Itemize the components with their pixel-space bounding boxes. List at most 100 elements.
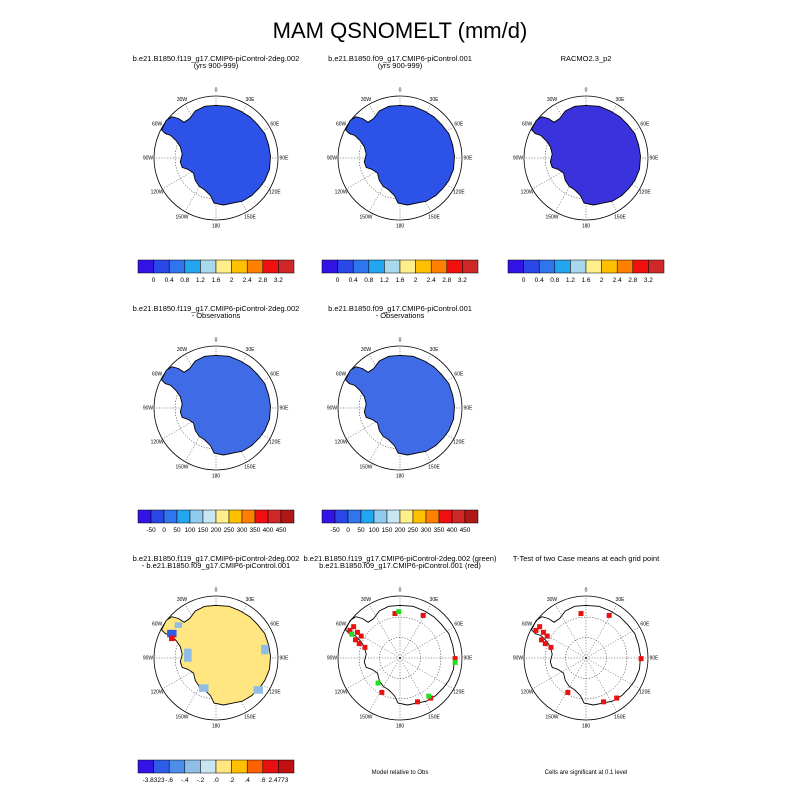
colorbar-label: 0 bbox=[346, 527, 350, 534]
lon-tick-label: 180 bbox=[582, 224, 591, 230]
colorbar-label: 300 bbox=[237, 527, 248, 534]
panel-title-line: b.e21.B1850.f09_g17.CMIP6-piControl.001 bbox=[328, 304, 472, 313]
colorbar-swatch bbox=[228, 509, 243, 524]
lon-tick-label: 0 bbox=[215, 588, 218, 594]
panel-title-line: (yrs 900-999) bbox=[378, 61, 423, 70]
colorbar-label: 0 bbox=[152, 277, 156, 284]
lon-tick-label: 90E bbox=[464, 656, 474, 662]
panel-title-line: (yrs 900-999) bbox=[194, 61, 239, 70]
antarctica-outline bbox=[344, 604, 455, 706]
lon-tick-label: 90W bbox=[327, 156, 338, 162]
colorbar-swatch bbox=[585, 259, 602, 274]
colorbar-label: -.6 bbox=[165, 777, 173, 784]
meridian-line bbox=[585, 657, 618, 712]
colorbar-label: 3.2 bbox=[644, 277, 653, 284]
antarctica-filled bbox=[344, 354, 455, 456]
lon-tick-label: 0 bbox=[399, 338, 402, 344]
lon-tick-label: 120E bbox=[453, 690, 465, 696]
meridian-line bbox=[162, 657, 217, 690]
colorbar-label: 350 bbox=[434, 527, 445, 534]
panel-note: Cells are significant at 0.1 level bbox=[545, 770, 628, 776]
lon-tick-label: 30E bbox=[616, 97, 626, 103]
colorbar-swatch bbox=[373, 509, 388, 524]
lon-tick-label: 30W bbox=[177, 347, 188, 353]
colorbar-label: 2 bbox=[230, 277, 234, 284]
lon-tick-label: 150E bbox=[614, 715, 626, 721]
panel-title-line: - b.e21.B1850.f09_g17.CMIP6-piControl.00… bbox=[142, 561, 290, 570]
colorbar-label: 3.2 bbox=[458, 277, 467, 284]
lon-tick-label: 60W bbox=[336, 372, 347, 378]
colorbar-label: .0 bbox=[213, 777, 219, 784]
lon-tick-label: 0 bbox=[215, 88, 218, 94]
colorbar-swatch bbox=[262, 259, 279, 274]
lon-tick-label: 120W bbox=[335, 690, 348, 696]
colorbar-label: 0.4 bbox=[165, 277, 174, 284]
lon-tick-label: 120E bbox=[639, 690, 651, 696]
diff-cell bbox=[184, 648, 192, 662]
colorbar-swatch bbox=[150, 509, 165, 524]
lon-tick-label: 180 bbox=[396, 224, 405, 230]
colorbar-swatch bbox=[184, 259, 201, 274]
lon-tick-label: 150E bbox=[428, 465, 440, 471]
panel-title-line: b.e21.B1850.f119_g17.CMIP6-piControl-2de… bbox=[304, 554, 497, 563]
sig-cell-red bbox=[614, 695, 620, 701]
figure-title: MAM QSNOMELT (mm/d) bbox=[273, 18, 528, 43]
panel-note: Model relative to Obs bbox=[372, 770, 429, 776]
map-panel-r1c2: b.e21.B1850.f09_g17.CMIP6-piControl.001(… bbox=[321, 54, 479, 284]
sig-cell-red bbox=[578, 611, 584, 617]
lon-tick-label: 30W bbox=[177, 97, 188, 103]
colorbar-label: 400 bbox=[447, 527, 458, 534]
colorbar-label: 0.8 bbox=[180, 277, 189, 284]
sig-cell-red bbox=[347, 627, 353, 633]
sig-cell-red bbox=[420, 612, 426, 618]
colorbar-swatch bbox=[384, 259, 401, 274]
colorbar-label: 0.8 bbox=[364, 277, 373, 284]
colorbar-swatch bbox=[215, 509, 230, 524]
meridian-line bbox=[162, 407, 217, 440]
colorbar-swatch bbox=[451, 509, 466, 524]
lon-tick-label: 60W bbox=[152, 122, 163, 128]
lon-tick-label: 120W bbox=[335, 440, 348, 446]
colorbar-swatch bbox=[386, 509, 401, 524]
colorbar-swatch bbox=[507, 259, 524, 274]
colorbar-label: 0.4 bbox=[535, 277, 544, 284]
lon-tick-label: 60E bbox=[270, 622, 280, 628]
sig-cell-red bbox=[533, 627, 539, 633]
colorbar-label: 1.2 bbox=[566, 277, 575, 284]
colorbar-swatch bbox=[168, 259, 186, 274]
colorbar-swatch bbox=[278, 759, 295, 774]
map-panel-r1c3: RACMO2.3_p2 0 30E 60E 90E 120E 150E 180 150W 120W… bbox=[507, 54, 665, 284]
sig-cell-green bbox=[375, 680, 381, 686]
lon-tick-label: 90E bbox=[464, 156, 474, 162]
panel-title-line: b.e21.B1850.f119_g17.CMIP6-piControl-2de… bbox=[133, 54, 300, 63]
sig-cell-red bbox=[601, 699, 607, 705]
lon-tick-label: 0 bbox=[585, 588, 588, 594]
sig-cell-red bbox=[351, 624, 357, 630]
lon-tick-label: 60W bbox=[152, 372, 163, 378]
lon-tick-label: 150W bbox=[545, 715, 558, 721]
colorbar-label: 1.2 bbox=[380, 277, 389, 284]
panel-title-line: - Observations bbox=[192, 311, 241, 320]
colorbar-label: 350 bbox=[250, 527, 261, 534]
lon-tick-label: 150E bbox=[428, 215, 440, 221]
lon-tick-label: 90W bbox=[513, 656, 524, 662]
colorbar-swatch bbox=[163, 509, 178, 524]
colorbar-swatch bbox=[347, 509, 362, 524]
lon-tick-label: 60W bbox=[522, 122, 533, 128]
lon-tick-label: 120W bbox=[151, 690, 164, 696]
sig-cell-red bbox=[540, 629, 546, 635]
sig-cell-red bbox=[415, 699, 421, 705]
lon-tick-label: 60W bbox=[336, 122, 347, 128]
colorbar-label: 2.4773 bbox=[268, 777, 288, 784]
meridian-line bbox=[532, 626, 587, 659]
meridian-line bbox=[585, 626, 640, 659]
colorbar-label: 150 bbox=[382, 527, 393, 534]
colorbar-label: -.2 bbox=[197, 777, 205, 784]
colorbar-label: 200 bbox=[211, 527, 222, 534]
meridian-line bbox=[554, 604, 587, 659]
colorbar-swatch bbox=[231, 759, 248, 774]
panel-title-line: b.e21.B1850.f09_g17.CMIP6-piControl.001 … bbox=[319, 561, 481, 570]
lon-tick-label: 60E bbox=[640, 122, 650, 128]
diff-cell bbox=[167, 629, 177, 638]
colorbar-swatch bbox=[137, 259, 154, 274]
